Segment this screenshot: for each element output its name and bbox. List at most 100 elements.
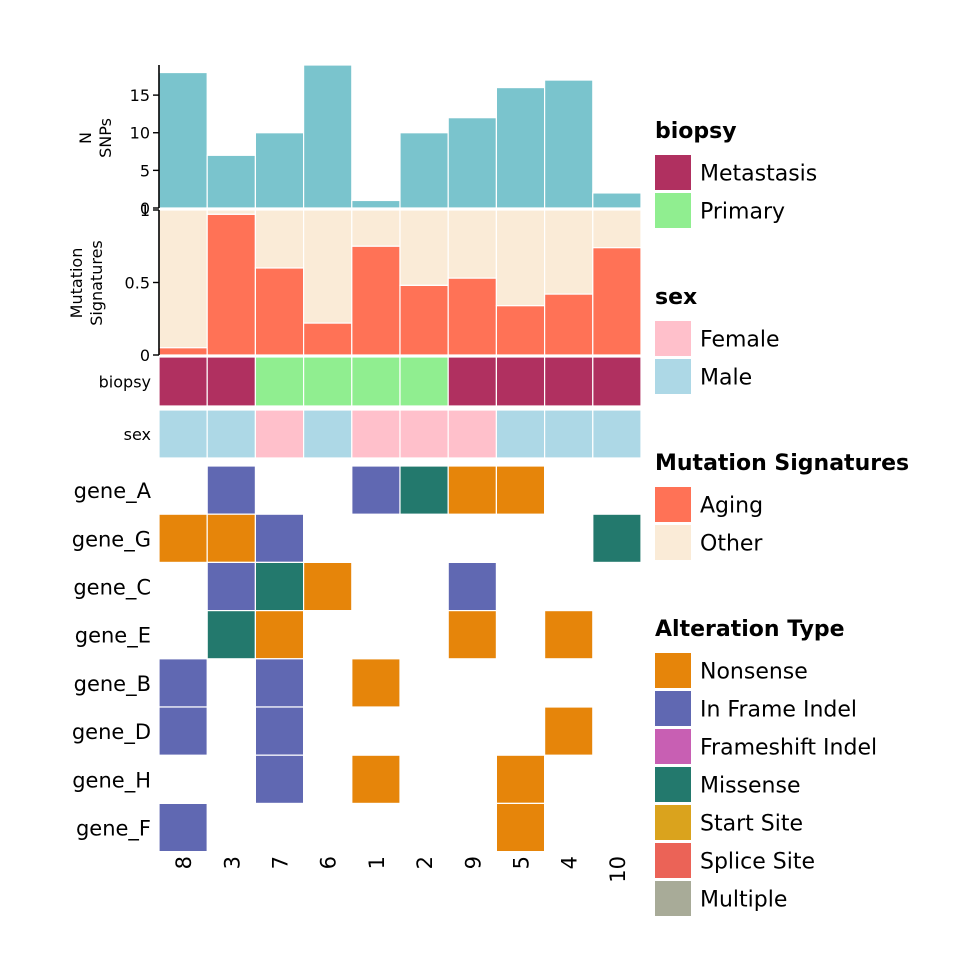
signature-other-4: [543, 209, 594, 295]
biopsy-cell-8: [158, 356, 208, 407]
alteration-cell-gene_C-3: [206, 561, 256, 612]
biopsy-track: biopsy: [99, 356, 642, 407]
snp-bar-1: [351, 199, 401, 209]
signature-aging-7: [254, 267, 305, 356]
legend-label-missense: Missense: [700, 774, 801, 799]
biopsy-cell-9: [447, 356, 498, 407]
signature-aging-10: [592, 247, 642, 356]
legend-swatch-female: [655, 321, 691, 356]
alteration-cell-gene_A-1: [351, 465, 401, 515]
biopsy-cell-5: [495, 356, 546, 407]
signature-other-8: [158, 209, 208, 349]
signature-other-2: [399, 209, 449, 287]
gene-label-gene_F: gene_F: [76, 817, 151, 842]
alteration-cell-gene_B-7: [254, 658, 305, 708]
gene-label-gene_A: gene_A: [74, 479, 152, 504]
snp-bar-6: [303, 64, 353, 209]
biopsy-cell-6: [303, 356, 353, 407]
legend-swatch-primary: [655, 193, 691, 228]
legend-label-in-frame-indel: In Frame Indel: [700, 698, 857, 723]
alteration-cell-gene_E-4: [543, 609, 594, 660]
legend-swatch-nonsense: [655, 653, 691, 688]
signature-other-10: [592, 209, 642, 249]
biopsy-track-label: biopsy: [99, 373, 151, 392]
sex-cell-1: [351, 409, 401, 459]
sex-cell-5: [495, 409, 546, 459]
snp-bar-2: [399, 132, 449, 209]
snp-bar-9: [447, 117, 498, 209]
gene-label-gene_B: gene_B: [74, 672, 151, 697]
alteration-cell-gene_C-7: [254, 561, 305, 612]
signature-other-3: [206, 209, 256, 215]
n-snps-panel: 0 5 10 15 N SNPs: [76, 64, 642, 218]
alteration-cell-gene_H-5: [495, 754, 546, 805]
sample-label-10: 10: [606, 856, 630, 883]
legend-label-frameshift-indel: Frameshift Indel: [700, 736, 877, 761]
signature-tick-label: 0: [140, 346, 150, 365]
alteration-cell-gene_E-9: [447, 609, 498, 660]
snp-tick-label: 15: [130, 86, 150, 105]
alteration-cell-gene_C-9: [447, 561, 498, 612]
legend-swatch-frameshift-indel: [655, 729, 691, 764]
alteration-cell-gene_B-8: [158, 658, 208, 708]
biopsy-cell-2: [399, 356, 449, 407]
gene-label-gene_E: gene_E: [75, 624, 151, 649]
signature-aging-3: [206, 213, 256, 356]
sex-cell-8: [158, 409, 208, 459]
alteration-cell-gene_D-4: [543, 706, 594, 756]
sex-cell-6: [303, 409, 353, 459]
sex-cell-9: [447, 409, 498, 459]
alteration-cell-gene_D-7: [254, 706, 305, 756]
signature-aging-6: [303, 322, 353, 356]
alteration-cell-gene_C-6: [303, 561, 353, 612]
alteration-cell-gene_E-3: [206, 609, 256, 660]
alteration-cell-gene_A-3: [206, 465, 256, 515]
alteration-cell-gene_A-2: [399, 465, 449, 515]
signature-other-9: [447, 209, 498, 279]
signature-other-7: [254, 209, 305, 269]
snp-y-title-line1: N: [76, 132, 95, 144]
snp-bar-8: [158, 71, 208, 209]
legend-swatch-splice-site: [655, 843, 691, 878]
signature-other-6: [303, 209, 353, 324]
alteration-cell-gene_G-3: [206, 513, 256, 564]
sample-label-2: 2: [413, 856, 437, 869]
alteration-cell-gene_F-5: [495, 802, 546, 853]
gene-label-gene_C: gene_C: [73, 576, 151, 601]
gene-label-gene_G: gene_G: [72, 527, 151, 552]
signature-aging-9: [447, 277, 498, 356]
sex-cell-2: [399, 409, 449, 459]
legend-label-male: Male: [700, 366, 752, 391]
signature-other-5: [495, 209, 546, 307]
sample-labels: 8 3 7 6 1 2 9 5 4 10: [172, 856, 630, 883]
gene-label-gene_D: gene_D: [72, 720, 151, 745]
legend-swatch-metastasis: [655, 155, 691, 190]
snp-tick-label: 0: [140, 199, 150, 218]
sex-track: sex: [124, 409, 642, 459]
legend-swatch-multiple: [655, 881, 691, 916]
sample-label-5: 5: [510, 856, 534, 869]
snp-bar-5: [495, 86, 546, 209]
snp-bar-3: [206, 154, 256, 209]
signature-y-title-line1: Mutation: [67, 248, 86, 319]
legend-title-3: Alteration Type: [655, 617, 845, 642]
signature-y-title-line2: Signatures: [87, 240, 106, 326]
legend-label-primary: Primary: [700, 200, 785, 225]
signature-aging-2: [399, 284, 449, 356]
legend-swatch-male: [655, 359, 691, 394]
legend-title-2: Mutation Signatures: [655, 451, 909, 476]
legend-label-splice-site: Splice Site: [700, 850, 815, 875]
alteration-cell-gene_F-8: [158, 802, 208, 853]
alteration-cell-gene_E-7: [254, 609, 305, 660]
legend-label-nonsense: Nonsense: [700, 660, 808, 685]
biopsy-cell-3: [206, 356, 256, 407]
legend-label-metastasis: Metastasis: [700, 162, 817, 187]
signature-aging-1: [351, 245, 401, 356]
alteration-cell-gene_G-10: [592, 513, 642, 564]
sample-label-8: 8: [172, 856, 196, 869]
snp-bar-10: [592, 192, 642, 209]
alteration-cell-gene_D-8: [158, 706, 208, 756]
legend-title-1: sex: [655, 285, 697, 310]
